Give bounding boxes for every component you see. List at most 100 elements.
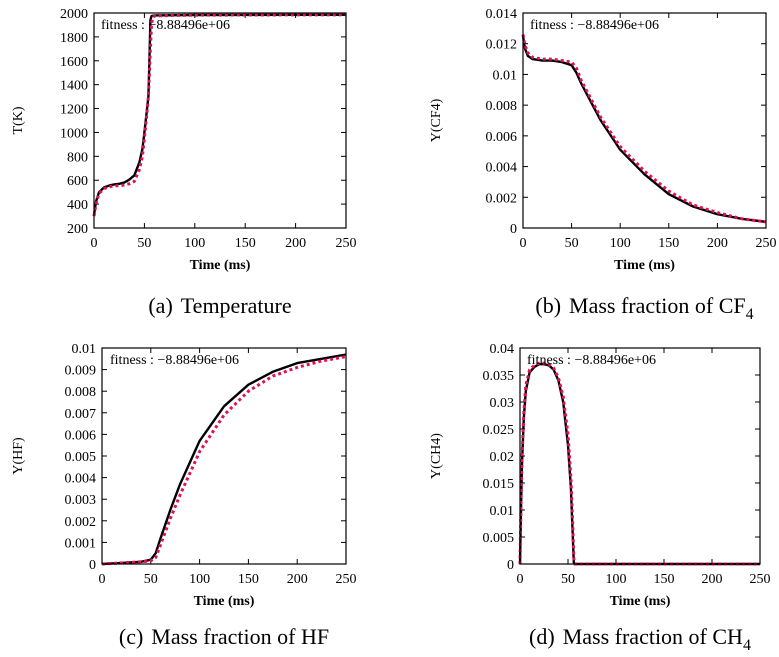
y-tick-label: 0.01	[490, 504, 515, 519]
panel-caption: (b) Mass fraction of CF4	[535, 293, 753, 323]
caption-text: Mass fraction of CH	[563, 624, 743, 649]
y-tick-label: 0	[510, 222, 517, 237]
panel-caption: (a) Temperature	[148, 293, 291, 318]
panel-caption: (d) Mass fraction of CH4	[529, 624, 751, 654]
x-tick-label: 50	[137, 236, 151, 251]
x-axis-label: Time (ms)	[194, 594, 255, 609]
y-tick-label: 0.003	[65, 493, 97, 508]
y-axis-label: Y(CH4)	[429, 433, 444, 479]
panel-caption: (c) Mass fraction of HF	[119, 624, 329, 649]
caption-text: Temperature	[181, 293, 292, 318]
y-tick-label: 0.01	[72, 342, 97, 357]
x-tick-label: 0	[91, 236, 98, 251]
y-axis-label: Y(CF4)	[429, 98, 444, 142]
caption-prefix: (d)	[529, 624, 555, 649]
x-tick-label: 0	[520, 236, 527, 251]
x-tick-label: 150	[658, 236, 679, 251]
y-tick-label: 0.025	[483, 423, 515, 438]
chart-panel-1: 200 400 600 800 1000 1200 1400 1600 1800 2000 0 50 1…	[11, 7, 357, 318]
caption-prefix: (b)	[535, 293, 561, 318]
series-line-1	[518, 363, 760, 566]
x-tick-label: 250	[750, 572, 771, 587]
y-tick-label: 1800	[60, 31, 88, 46]
chart-panel-4: 0 0.005 0.01 0.015 0.02 0.025 0.03 0.035 0.04 0 50…	[429, 342, 771, 654]
series-line-1	[101, 353, 347, 566]
y-tick-label: 0.02	[490, 450, 515, 465]
y-tick-label: 0.002	[65, 515, 97, 530]
x-tick-label: 150	[235, 236, 256, 251]
y-tick-label: 1400	[60, 79, 88, 94]
y-tick-label: 0.001	[65, 536, 97, 551]
x-tick-label: 100	[606, 572, 627, 587]
y-axis-label: Y(HF)	[11, 437, 26, 475]
y-tick-label: 1200	[60, 103, 88, 118]
y-tick-label: 0.008	[65, 385, 97, 400]
caption-text: Mass fraction of HF	[151, 624, 329, 649]
x-tick-label: 50	[144, 572, 158, 587]
x-tick-label: 150	[654, 572, 675, 587]
y-tick-label: 200	[67, 222, 88, 237]
series-line-2	[521, 34, 767, 224]
y-tick-label: 400	[67, 198, 88, 213]
plot-frame	[101, 347, 347, 565]
y-tick-label: 1000	[60, 126, 88, 141]
y-tick-label: 2000	[60, 7, 88, 22]
x-tick-label: 50	[561, 572, 575, 587]
fitness-annotation: fitness : −8.88496e+06	[527, 353, 656, 368]
x-tick-label: 50	[565, 236, 579, 251]
chart-panel-2: 0 0.002 0.004 0.006 0.008 0.01 0.012 0.014 0 50 10…	[429, 7, 777, 323]
y-tick-label: 0.035	[483, 369, 515, 384]
x-tick-label: 250	[336, 236, 357, 251]
x-tick-label: 200	[287, 572, 308, 587]
x-tick-label: 100	[184, 236, 205, 251]
y-tick-label: 0.005	[483, 531, 515, 546]
x-tick-label: 150	[238, 572, 259, 587]
series-line-2	[518, 361, 760, 566]
y-tick-label: 600	[67, 174, 88, 189]
y-tick-label: 0.004	[486, 161, 518, 176]
x-tick-label: 0	[517, 572, 524, 587]
plot-frame	[93, 12, 347, 229]
y-tick-label: 0.007	[65, 407, 97, 422]
y-tick-label: 0.006	[486, 130, 518, 145]
x-tick-label: 0	[99, 572, 106, 587]
y-tick-label: 0.014	[486, 7, 518, 22]
plot-frame	[519, 347, 761, 565]
fitness-annotation: fitness : −8.88496e+06	[110, 353, 239, 368]
caption-text: Mass fraction of CF	[569, 293, 746, 318]
y-tick-label: 0.01	[493, 68, 518, 83]
fitness-annotation: fitness : −8.88496e+06	[530, 18, 659, 33]
x-axis-label: Time (ms)	[190, 258, 251, 273]
y-tick-label: 800	[67, 150, 88, 165]
caption-subscript: 4	[746, 306, 754, 323]
y-tick-label: 0	[89, 558, 96, 573]
y-tick-label: 0.009	[65, 364, 97, 379]
x-axis-label: Time (ms)	[614, 258, 675, 273]
series-line-1	[521, 35, 767, 224]
x-axis-label: Time (ms)	[610, 594, 671, 609]
plot-frame	[522, 12, 767, 229]
fitness-annotation: fitness : −8.88496e+06	[101, 18, 230, 33]
y-tick-label: 0.008	[486, 99, 518, 114]
series-line-1	[92, 13, 346, 216]
x-tick-label: 200	[702, 572, 723, 587]
y-tick-label: 0.006	[65, 428, 97, 443]
x-tick-label: 100	[189, 572, 210, 587]
series-line-2	[101, 355, 347, 566]
x-tick-label: 250	[756, 236, 777, 251]
x-tick-label: 200	[285, 236, 306, 251]
y-tick-label: 0.04	[490, 342, 515, 357]
y-tick-label: 1600	[60, 55, 88, 70]
y-tick-label: 0.015	[483, 477, 515, 492]
y-tick-label: 0.012	[486, 38, 518, 53]
y-tick-label: 0.03	[490, 396, 515, 411]
y-axis-label: T(K)	[11, 106, 26, 134]
y-tick-label: 0.005	[65, 450, 97, 465]
series-line-2	[92, 13, 347, 217]
caption-prefix: (c)	[119, 624, 143, 649]
caption-prefix: (a)	[148, 293, 172, 318]
x-tick-label: 200	[707, 236, 728, 251]
x-tick-label: 100	[610, 236, 631, 251]
caption-subscript: 4	[743, 637, 751, 654]
